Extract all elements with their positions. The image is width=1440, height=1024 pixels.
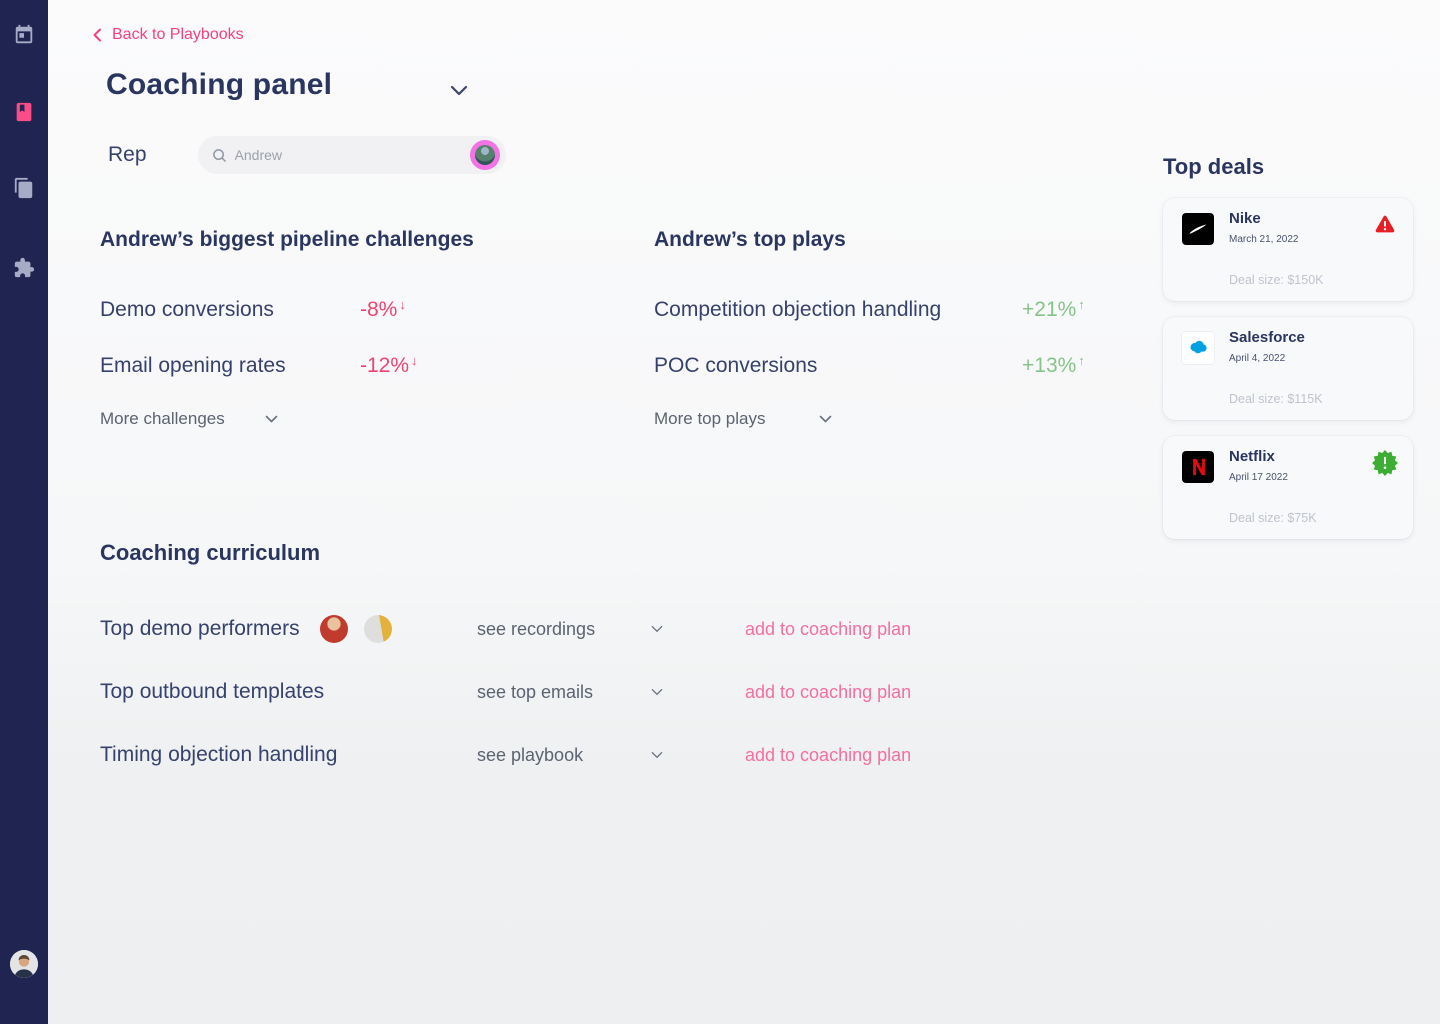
rep-label: Rep (108, 143, 147, 166)
top-plays-title: Andrew’s top plays (654, 228, 846, 251)
deal-size: Deal size: $150K (1229, 273, 1324, 287)
challenge-row: Demo conversions -8% ↓ (100, 297, 600, 322)
challenge-value: -12% ↓ (360, 353, 418, 377)
arrow-down-icon: ↓ (399, 297, 406, 312)
user-profile-avatar[interactable] (10, 950, 38, 978)
top-play-row: Competition objection handling +21% ↑ (654, 297, 1124, 322)
add-to-coaching-plan-link[interactable]: add to coaching plan (745, 681, 912, 702)
arrow-up-icon: ↑ (1078, 297, 1085, 312)
documents-copy-icon[interactable] (12, 176, 36, 200)
top-play-value: +13% ↑ (1022, 353, 1085, 377)
deal-size: Deal size: $115K (1229, 392, 1323, 406)
alert-triangle-icon (1375, 215, 1395, 233)
curriculum-label-group: Top demo performers (100, 615, 477, 643)
performer-avatar[interactable] (319, 615, 348, 643)
back-to-playbooks-link[interactable]: Back to Playbooks (92, 26, 244, 44)
deal-date: April 17 2022 (1229, 472, 1288, 483)
top-play-label: Competition objection handling (654, 297, 942, 321)
deal-company: Salesforce (1229, 329, 1305, 346)
challenge-value: -8% ↓ (360, 297, 406, 321)
more-top-plays-button[interactable]: More top plays (654, 409, 832, 429)
curriculum-label: Top outbound templates (100, 680, 325, 703)
deal-company: Netflix (1229, 448, 1275, 465)
rep-selector-row: Rep (108, 136, 506, 174)
add-to-coaching-plan-link[interactable]: add to coaching plan (745, 744, 912, 765)
coaching-curriculum-section: Coaching curriculum Top demo performers … (100, 540, 1000, 803)
chevron-down-icon (265, 415, 278, 423)
nike-logo (1182, 213, 1214, 245)
deal-card-nike[interactable]: Nike March 21, 2022 Deal size: $150K (1163, 198, 1413, 301)
curriculum-label-group: Top outbound templates (100, 680, 477, 704)
top-deals-panel: Top deals Nike March 21, 2022 Deal size:… (1163, 154, 1413, 555)
see-top-emails-dropdown[interactable]: see top emails (477, 682, 663, 703)
top-plays-section: Andrew’s top plays Competition objection… (654, 228, 1124, 429)
deal-card-salesforce[interactable]: Salesforce April 4, 2022 Deal size: $115… (1163, 317, 1413, 420)
rep-search-field[interactable] (197, 136, 506, 174)
chevron-down-icon (651, 751, 663, 758)
add-to-coaching-plan-link[interactable]: add to coaching plan (745, 618, 912, 639)
curriculum-title: Coaching curriculum (100, 540, 321, 565)
page-title: Coaching panel (106, 68, 333, 101)
curriculum-action-label: see top emails (477, 681, 594, 702)
see-recordings-dropdown[interactable]: see recordings (477, 619, 663, 640)
arrow-down-icon: ↓ (411, 353, 418, 368)
salesforce-logo (1182, 332, 1214, 364)
more-challenges-button[interactable]: More challenges (100, 409, 278, 429)
curriculum-row: Top demo performers see recordings add t… (100, 614, 1000, 644)
chevron-left-icon (93, 28, 101, 42)
curriculum-row: Top outbound templates see top emails ad… (100, 677, 1000, 707)
chevron-down-icon (651, 688, 663, 695)
success-seal-icon (1372, 450, 1398, 476)
curriculum-label: Timing objection handling (100, 743, 338, 766)
deal-date: March 21, 2022 (1229, 234, 1299, 245)
top-play-value: +21% ↑ (1022, 297, 1085, 321)
chevron-down-icon (819, 415, 832, 423)
calendar-icon[interactable] (12, 23, 36, 47)
more-challenges-label: More challenges (100, 409, 225, 428)
top-play-label: POC conversions (654, 353, 818, 377)
arrow-up-icon: ↑ (1078, 353, 1085, 368)
top-deals-title: Top deals (1163, 154, 1265, 179)
chevron-down-icon (651, 625, 663, 632)
page-title-row: Coaching panel (106, 68, 468, 102)
deal-date: April 4, 2022 (1229, 353, 1286, 364)
rep-avatar[interactable] (469, 140, 500, 170)
performer-avatars (319, 615, 392, 643)
integrations-puzzle-icon[interactable] (12, 256, 36, 280)
app-sidebar (0, 0, 48, 1024)
curriculum-action-label: see playbook (477, 744, 584, 765)
rep-search-input[interactable] (234, 147, 470, 163)
back-link-label: Back to Playbooks (112, 26, 244, 43)
challenge-label: Email opening rates (100, 353, 286, 377)
rep-avatar-photo (474, 145, 495, 165)
curriculum-row: Timing objection handling see playbook a… (100, 740, 1000, 770)
challenge-label: Demo conversions (100, 297, 274, 321)
playbooks-book-icon[interactable] (12, 100, 36, 124)
curriculum-action-label: see recordings (477, 618, 596, 639)
netflix-logo (1182, 451, 1214, 483)
challenges-title: Andrew’s biggest pipeline challenges (100, 228, 474, 251)
title-chevron-down-icon[interactable] (450, 85, 468, 96)
search-icon (212, 148, 226, 162)
deal-card-netflix[interactable]: Netflix April 17 2022 Deal size: $75K (1163, 436, 1413, 539)
challenge-row: Email opening rates -12% ↓ (100, 353, 600, 378)
curriculum-label: Top demo performers (100, 617, 300, 640)
curriculum-label-group: Timing objection handling (100, 743, 477, 767)
see-playbook-dropdown[interactable]: see playbook (477, 745, 663, 766)
pipeline-challenges-section: Andrew’s biggest pipeline challenges Dem… (100, 228, 600, 429)
performer-avatar[interactable] (363, 615, 392, 643)
top-play-row: POC conversions +13% ↑ (654, 353, 1124, 378)
deal-company: Nike (1229, 210, 1261, 227)
deal-size: Deal size: $75K (1229, 511, 1317, 525)
more-top-plays-label: More top plays (654, 409, 766, 428)
